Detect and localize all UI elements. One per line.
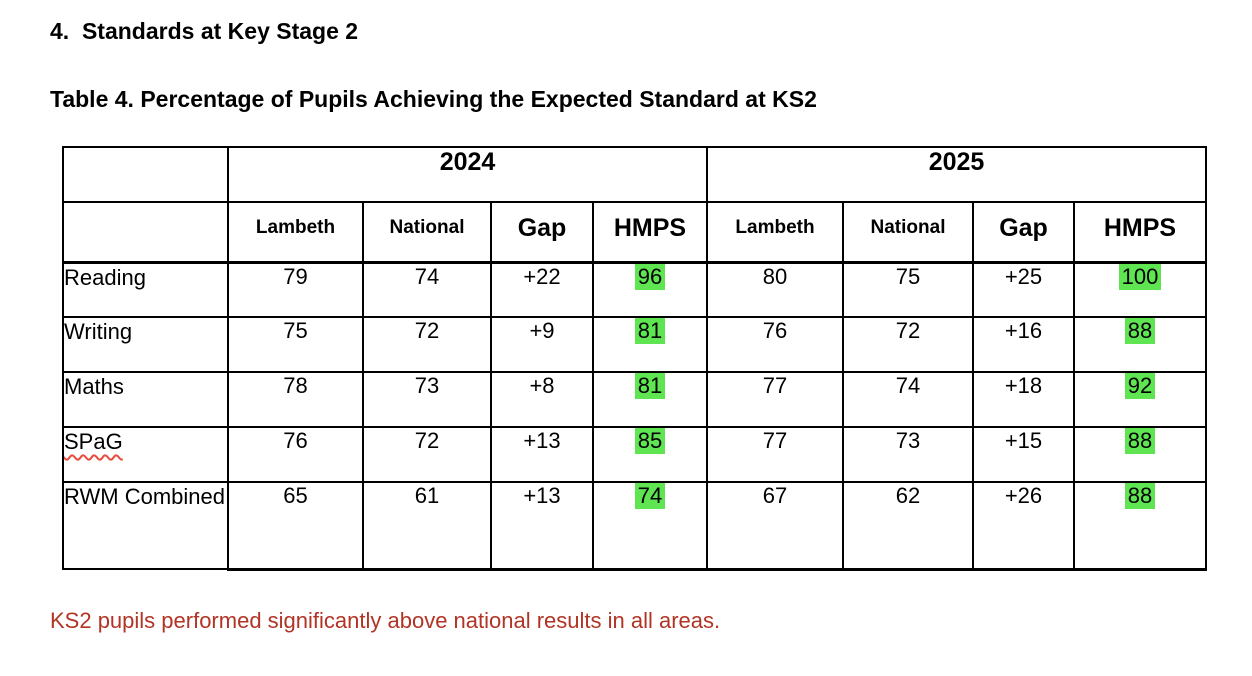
value-cell: 77 (706, 371, 844, 428)
summary-note: KS2 pupils performed significantly above… (50, 607, 721, 633)
value-cell: 74 (362, 261, 492, 318)
table-row-writing: Writing 75 72 +9 81 76 72 +16 88 (62, 316, 1207, 373)
document-page: 4. Standards at Key Stage 2 Table 4. Per… (50, 18, 1207, 633)
value-cell: 76 (706, 316, 844, 373)
table-row-maths: Maths 78 73 +8 81 77 74 +18 92 (62, 371, 1207, 428)
highlighted-value: 88 (1124, 429, 1156, 454)
highlighted-value: 81 (634, 319, 666, 344)
highlighted-value: 88 (1124, 484, 1156, 509)
value-cell: 65 (227, 481, 364, 571)
column-header-lambeth-2024: Lambeth (227, 201, 364, 264)
value-cell: 92 (1073, 371, 1207, 428)
value-cell: 81 (592, 371, 708, 428)
value-cell: +26 (972, 481, 1075, 571)
value-cell: 61 (362, 481, 492, 571)
value-cell: 73 (362, 371, 492, 428)
value-cell: 78 (227, 371, 364, 428)
value-cell: +13 (490, 426, 594, 483)
value-cell: +15 (972, 426, 1075, 483)
table-row-rwm-combined: RWM Combined 65 61 +13 74 67 62 +26 88 (62, 481, 1207, 571)
value-cell: +8 (490, 371, 594, 428)
value-cell: 62 (842, 481, 974, 571)
value-cell: 88 (1073, 426, 1207, 483)
year-header-row: 2024 2025 (62, 146, 1207, 203)
highlighted-value: 100 (1118, 264, 1162, 290)
row-label: RWM Combined (62, 481, 229, 570)
ks2-results-table: 2024 2025 Lambeth National Gap HMPS Lamb… (62, 146, 1207, 571)
row-label: SPaG (62, 426, 229, 483)
column-header-gap-2024: Gap (490, 201, 594, 264)
column-header-hmps-2024: HMPS (592, 201, 708, 264)
value-cell: +9 (490, 316, 594, 373)
value-cell: 75 (227, 316, 364, 373)
value-cell: 73 (842, 426, 974, 483)
column-header-national-2024: National (362, 201, 492, 264)
highlighted-value: 81 (634, 374, 666, 399)
value-cell: 75 (842, 261, 974, 318)
table-row-reading: Reading 79 74 +22 96 80 75 +25 100 (62, 261, 1207, 318)
highlighted-value: 88 (1124, 319, 1156, 344)
value-cell: 67 (706, 481, 844, 571)
value-cell: 72 (362, 316, 492, 373)
value-cell: 88 (1073, 481, 1207, 571)
table-title: Table 4. Percentage of Pupils Achieving … (50, 86, 817, 112)
spellcheck-underlined-text: SPaG (64, 429, 123, 454)
row-label: Reading (62, 261, 229, 318)
column-header-lambeth-2025: Lambeth (706, 201, 844, 264)
value-cell: 72 (362, 426, 492, 483)
value-cell: +16 (972, 316, 1075, 373)
value-cell: +22 (490, 261, 594, 318)
highlighted-value: 96 (634, 264, 666, 290)
section-heading: 4. Standards at Key Stage 2 (50, 18, 359, 44)
value-cell: +18 (972, 371, 1075, 428)
value-cell: 85 (592, 426, 708, 483)
highlighted-value: 85 (634, 429, 666, 454)
row-label: Writing (62, 316, 229, 373)
value-cell: +25 (972, 261, 1075, 318)
year-header-2025: 2025 (706, 146, 1207, 203)
column-header-row: Lambeth National Gap HMPS Lambeth Nation… (62, 201, 1207, 264)
column-header-national-2025: National (842, 201, 974, 264)
value-cell: 81 (592, 316, 708, 373)
value-cell: 79 (227, 261, 364, 318)
value-cell: 100 (1073, 261, 1207, 318)
column-header-hmps-2025: HMPS (1073, 201, 1207, 264)
value-cell: 96 (592, 261, 708, 318)
value-cell: 74 (842, 371, 974, 428)
value-cell: 76 (227, 426, 364, 483)
corner-cell (62, 146, 229, 203)
highlighted-value: 92 (1124, 374, 1156, 399)
value-cell: 88 (1073, 316, 1207, 373)
value-cell: +13 (490, 481, 594, 571)
year-header-2024: 2024 (227, 146, 708, 203)
value-cell: 72 (842, 316, 974, 373)
highlighted-value: 74 (634, 484, 666, 509)
row-label: Maths (62, 371, 229, 428)
value-cell: 80 (706, 261, 844, 318)
corner-cell (62, 201, 229, 264)
table-row-spag: SPaG 76 72 +13 85 77 73 +15 88 (62, 426, 1207, 483)
value-cell: 74 (592, 481, 708, 571)
column-header-gap-2025: Gap (972, 201, 1075, 264)
value-cell: 77 (706, 426, 844, 483)
